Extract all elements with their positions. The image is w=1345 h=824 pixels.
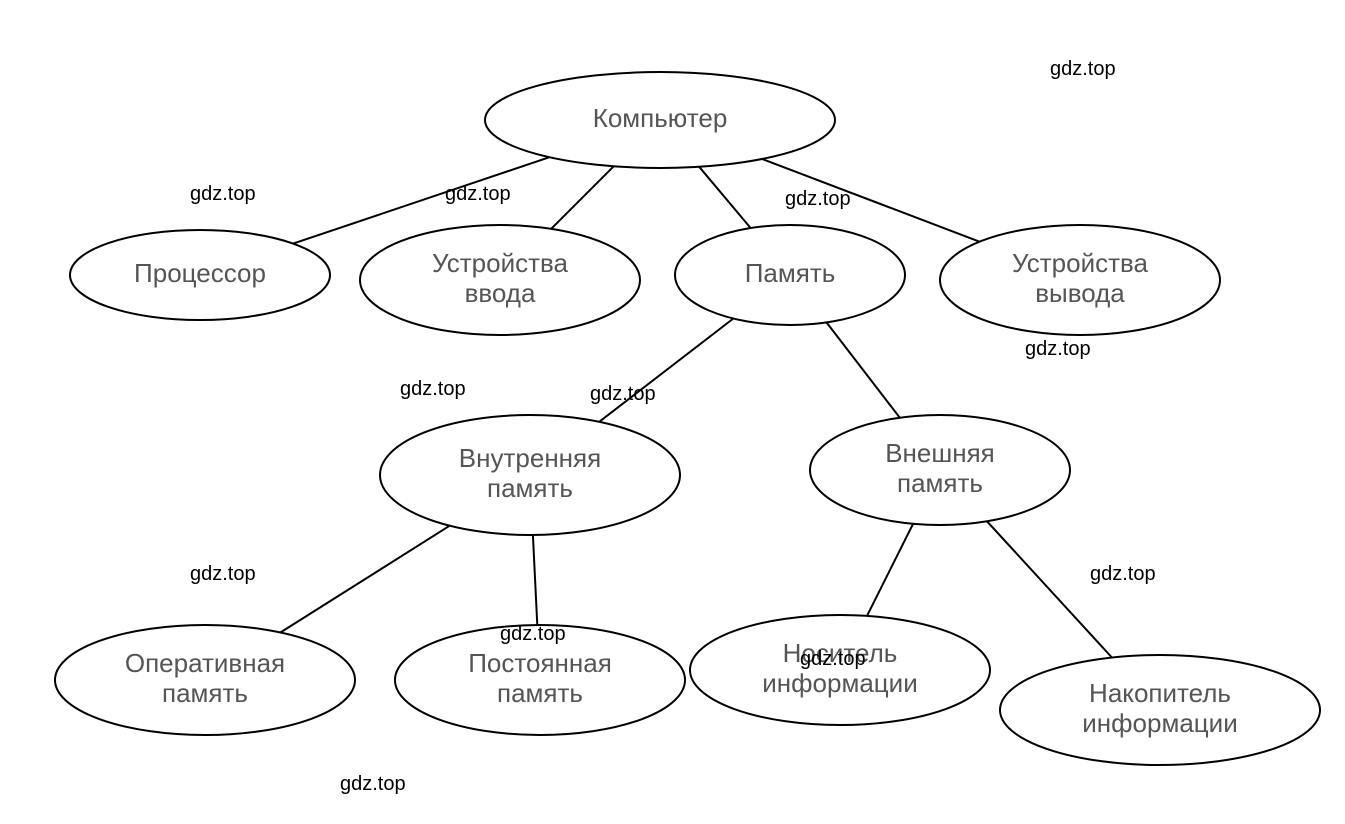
edge-int_mem-rom — [533, 535, 537, 625]
node-label-output_dev-line1: вывода — [1035, 278, 1125, 308]
node-memory: Память — [675, 225, 905, 325]
node-computer: Компьютер — [485, 72, 835, 168]
node-ext_mem: Внешняяпамять — [810, 415, 1070, 525]
watermark-text: gdz.top — [800, 648, 866, 670]
node-label-rom-line0: Постоянная — [468, 648, 612, 678]
node-drive: Накопительинформации — [1000, 655, 1320, 765]
node-label-computer-line0: Компьютер — [593, 103, 728, 133]
watermark-text: gdz.top — [400, 378, 466, 400]
node-label-output_dev-line0: Устройства — [1012, 248, 1149, 278]
node-label-int_mem-line0: Внутренняя — [459, 443, 601, 473]
watermark-text: gdz.top — [1025, 338, 1091, 360]
watermark-text: gdz.top — [340, 773, 406, 795]
node-label-ram-line0: Оперативная — [125, 648, 285, 678]
edge-computer-memory — [699, 167, 750, 228]
watermark-text: gdz.top — [190, 563, 256, 585]
diagram-canvas: КомпьютерПроцессорУстройствавводаПамятьУ… — [0, 0, 1345, 824]
node-label-rom-line1: память — [497, 678, 583, 708]
watermark-text: gdz.top — [1090, 563, 1156, 585]
node-label-media-line1: информации — [762, 668, 917, 698]
node-label-drive-line1: информации — [1082, 708, 1237, 738]
node-label-memory-line0: Память — [745, 258, 836, 288]
edge-ext_mem-media — [867, 524, 913, 616]
node-output_dev: Устройствавывода — [940, 225, 1220, 335]
node-label-int_mem-line1: память — [487, 473, 573, 503]
watermark-text: gdz.top — [785, 188, 851, 210]
edges-layer — [280, 157, 1112, 657]
edge-ext_mem-drive — [987, 521, 1112, 657]
edge-memory-int_mem — [599, 319, 733, 422]
node-int_mem: Внутренняяпамять — [380, 415, 680, 535]
node-label-input_dev-line1: ввода — [465, 278, 536, 308]
node-label-drive-line0: Накопитель — [1089, 678, 1231, 708]
node-media: Носительинформации — [690, 615, 990, 725]
watermark-text: gdz.top — [1050, 58, 1116, 80]
node-label-processor-line0: Процессор — [134, 258, 266, 288]
watermark-text: gdz.top — [590, 383, 656, 405]
node-processor: Процессор — [70, 230, 330, 320]
watermark-text: gdz.top — [190, 183, 256, 205]
node-input_dev: Устройстваввода — [360, 225, 640, 335]
node-label-ram-line1: память — [162, 678, 248, 708]
nodes-layer: КомпьютерПроцессорУстройствавводаПамятьУ… — [55, 72, 1320, 765]
node-label-ext_mem-line1: память — [897, 468, 983, 498]
watermark-text: gdz.top — [445, 183, 511, 205]
node-label-input_dev-line0: Устройства — [432, 248, 569, 278]
node-ram: Оперативнаяпамять — [55, 625, 355, 735]
edge-computer-input_dev — [551, 166, 614, 229]
node-label-ext_mem-line0: Внешняя — [885, 438, 995, 468]
edge-memory-ext_mem — [827, 322, 900, 417]
watermark-text: gdz.top — [500, 623, 566, 645]
edge-int_mem-ram — [280, 526, 449, 633]
